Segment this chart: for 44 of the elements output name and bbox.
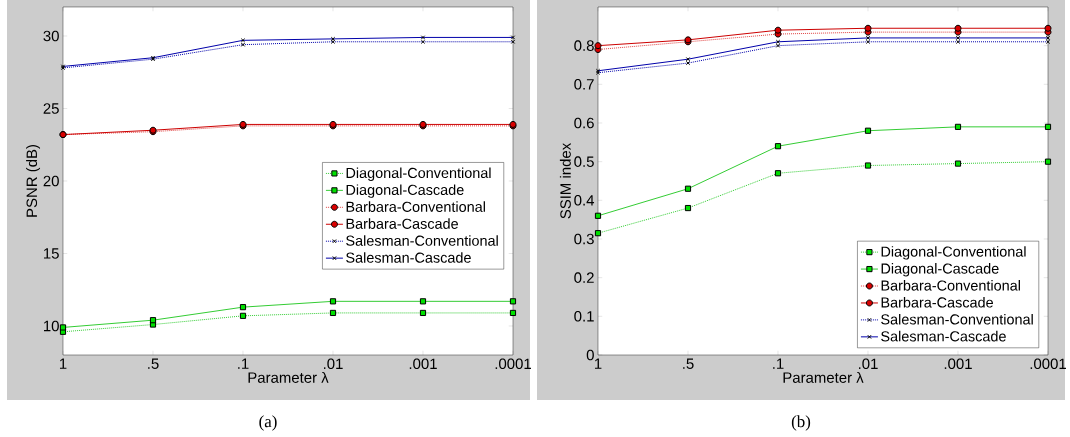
y-tick-label: 30	[43, 30, 59, 42]
legend-label: Diagonal-Conventional	[881, 246, 1026, 260]
y-tick-label: 0.5	[574, 156, 594, 167]
y-tick-label: 0	[586, 349, 594, 361]
x-tick-label: .1	[773, 358, 784, 369]
y-axis-title: SSIM index	[559, 142, 571, 219]
legend-label: Barbara-Cascade	[881, 296, 993, 308]
legend-label: Salesman-Cascade	[881, 330, 1006, 342]
y-tick-label: 0.3	[574, 233, 594, 245]
x-tick-label: .01	[858, 358, 878, 370]
legend-label: Barbara-Conventional	[881, 280, 1020, 291]
legend-label: Diagonal-Cascade	[346, 184, 464, 198]
x-tick-label: .001	[409, 358, 437, 370]
x-tick-label: .1	[238, 358, 249, 369]
legend-label: Salesman-Conventional	[881, 313, 1033, 325]
text: (b)	[791, 415, 811, 431]
x-tick-label: .5	[683, 358, 694, 369]
y-tick-label: 0.6	[574, 117, 594, 129]
legend-label: Barbara-Conventional	[346, 201, 485, 212]
x-tick-label: .0001	[1030, 358, 1066, 370]
x-tick-label: 1	[594, 358, 602, 369]
legend-label: Salesman-Cascade	[346, 252, 471, 263]
x-tick-label: .01	[323, 358, 343, 370]
x-tick-label: .0001	[495, 358, 531, 370]
text: (a)	[259, 415, 277, 431]
y-tick-label: 25	[43, 103, 59, 114]
x-tick-label: .5	[148, 358, 159, 369]
y-tick-label: 15	[44, 248, 59, 259]
y-tick-label: 10	[44, 320, 59, 332]
y-tick-label: 0.8	[574, 40, 594, 51]
legend-label: Diagonal-Cascade	[881, 263, 999, 277]
x-axis-title: Parameter λ	[248, 371, 329, 383]
legend-label: Salesman-Conventional	[346, 235, 498, 246]
legend-label: Diagonal-Conventional	[346, 167, 491, 181]
x-tick-label: 1	[59, 358, 67, 369]
x-tick-label: .001	[944, 358, 972, 370]
legend-label: Barbara-Cascade	[346, 218, 458, 229]
y-tick-label: 0.2	[574, 272, 594, 283]
x-axis-title: Parameter λ	[783, 371, 864, 383]
y-tick-label: 0.4	[574, 195, 595, 206]
y-tick-label: 0.1	[574, 311, 594, 322]
y-tick-label: 20	[43, 175, 59, 187]
y-tick-label: 0.7	[574, 79, 594, 90]
y-axis-title: PSNR (dB)	[26, 144, 41, 217]
